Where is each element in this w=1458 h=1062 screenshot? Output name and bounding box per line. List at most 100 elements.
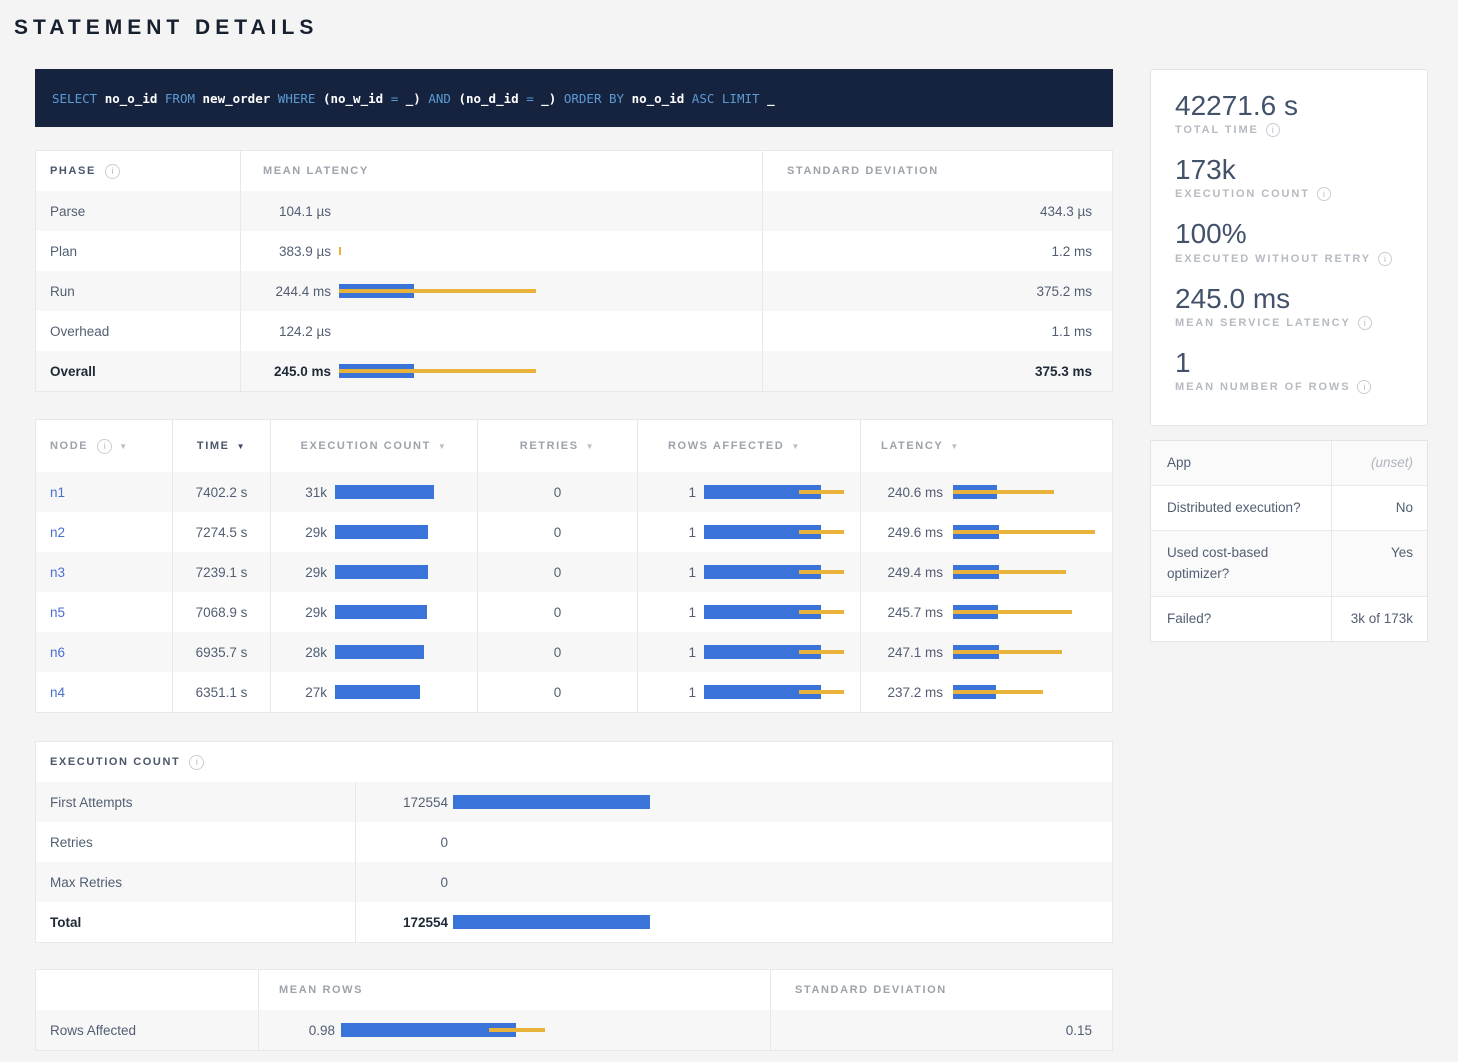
value-text: 27k xyxy=(305,684,327,700)
node-table-body: n1 7402.2 s 31k 0 1 240.6 ms n2 7274.5 s 29k 0 1 24… xyxy=(36,472,1112,712)
latency-bar xyxy=(453,834,1098,850)
latency-bar xyxy=(453,874,1098,890)
value-text: 172554 xyxy=(402,914,448,930)
info-icon[interactable]: i xyxy=(1265,123,1280,138)
node-table-sort-header-execution-count[interactable]: EXECUTION COUNT ▼ xyxy=(270,420,477,472)
rows-affected-value: 1 xyxy=(644,644,860,660)
rows-affected-value: 1 xyxy=(644,484,860,500)
value-text: 1 xyxy=(688,684,696,700)
summary-stat: 1 MEAN NUMBER OF ROWS i xyxy=(1175,347,1403,394)
sort-arrow-icon: ▼ xyxy=(236,441,247,451)
stddev-cell: 1.2 ms xyxy=(762,231,1112,271)
mean-latency-cell: 244.4 ms xyxy=(240,271,762,311)
mean-bar-blue xyxy=(453,795,650,809)
attribute-label: Failed? xyxy=(1167,610,1212,626)
node-table-row: n4 6351.1 s 27k 0 1 237.2 ms xyxy=(36,672,1112,712)
execution-count-value: 29k xyxy=(277,604,477,620)
latency-bar xyxy=(339,323,748,339)
sql-keyword: ASC LIMIT xyxy=(684,90,768,106)
sql-keyword: AND xyxy=(420,90,459,106)
value-text: 244.4 ms xyxy=(275,283,331,299)
sql-keyword: WHERE xyxy=(270,90,323,106)
retries-cell: 0 xyxy=(477,552,637,592)
phase-column-header: PHASE i xyxy=(36,151,240,191)
rows-affected-cell: 1 xyxy=(637,672,860,712)
mean-latency-cell: 124.2 µs xyxy=(240,311,762,351)
node-table-row: n5 7068.9 s 29k 0 1 245.7 ms xyxy=(36,592,1112,632)
phase-label-cell: Run xyxy=(50,283,75,299)
mean-bar-blue xyxy=(335,525,428,539)
stddev-bar-yellow xyxy=(489,1028,545,1032)
latency-bar xyxy=(704,684,860,700)
info-icon[interactable]: i xyxy=(1357,315,1372,330)
latency-value: 237.2 ms xyxy=(869,684,1112,700)
column-header-label: RETRIES xyxy=(519,440,579,452)
info-icon[interactable]: i xyxy=(1357,379,1372,394)
value-text: 237.2 ms xyxy=(887,684,943,700)
node-link[interactable]: n2 xyxy=(50,524,66,540)
node-table-row: n1 7402.2 s 31k 0 1 240.6 ms xyxy=(36,472,1112,512)
mean-bar-blue xyxy=(335,485,434,499)
node-table-header: NODE i ▼ TIME ▼ EXECUTION COUNT ▼ RETRIES ▼ ROWS … xyxy=(36,420,1112,472)
column-header-label: NODE xyxy=(50,440,89,452)
mean-latency-value: 104.1 µs xyxy=(251,203,748,219)
rows-affected-value: 1 xyxy=(644,604,860,620)
node-table-sort-header-rows-affected[interactable]: ROWS AFFECTED ▼ xyxy=(637,420,860,472)
execution-count-value: 31k xyxy=(277,484,477,500)
stddev-cell: 375.3 ms xyxy=(762,351,1112,391)
node-link[interactable]: n4 xyxy=(50,684,66,700)
node-link[interactable]: n5 xyxy=(50,604,66,620)
value-text: 240.6 ms xyxy=(887,484,943,500)
value-text: 245.0 ms xyxy=(273,363,331,379)
stddev-bar-yellow xyxy=(953,610,1072,614)
summary-stat: 100% EXECUTED WITHOUT RETRY i xyxy=(1175,218,1403,266)
node-table-sort-header-node[interactable]: NODE i ▼ xyxy=(36,420,172,472)
execution-count-table-body: First Attempts 172554 Retries 0 Max Retries 0… xyxy=(36,782,1112,942)
mean-latency-column-header: MEAN LATENCY xyxy=(240,151,762,191)
stat-label: EXECUTION COUNT i xyxy=(1175,187,1403,202)
summary-stats-card: 42271.6 s TOTAL TIME i 173k EXECUTION COUNT i… xyxy=(1150,69,1428,426)
info-icon[interactable]: i xyxy=(97,438,113,454)
value-text: 28k xyxy=(305,644,327,660)
node-table-sort-header-retries[interactable]: RETRIES ▼ xyxy=(477,420,637,472)
mean-latency-cell: 245.0 ms xyxy=(240,351,762,391)
value-text: 249.4 ms xyxy=(887,564,943,580)
execution-label-cell: Total xyxy=(50,914,82,930)
node-table-sort-header-latency[interactable]: LATENCY ▼ xyxy=(860,420,1112,472)
execution-count-cell: 27k xyxy=(270,672,477,712)
node-table-row: n6 6935.7 s 28k 0 1 247.1 ms xyxy=(36,632,1112,672)
node-table-sort-header-time[interactable]: TIME ▼ xyxy=(172,420,270,472)
latency-bar xyxy=(704,524,860,540)
column-header-label: TIME xyxy=(196,440,230,452)
info-icon[interactable]: i xyxy=(1378,251,1393,266)
latency-value: 240.6 ms xyxy=(869,484,1112,500)
latency-bar xyxy=(335,604,477,620)
mean-bar-blue xyxy=(704,525,821,539)
execution-count-cell: 29k xyxy=(270,552,477,592)
info-icon[interactable]: i xyxy=(1316,187,1331,202)
stat-value: 42271.6 s xyxy=(1175,90,1298,121)
execution-value-cell: 0 xyxy=(355,862,1112,902)
rows-affected-table-body: Rows Affected 0.98 0.15 xyxy=(36,1010,1112,1050)
side-column: 42271.6 s TOTAL TIME i 173k EXECUTION COUNT i… xyxy=(1150,69,1428,1051)
node-link[interactable]: n6 xyxy=(50,644,66,660)
latency-cell: 249.6 ms xyxy=(860,512,1112,552)
execution-label-cell: Retries xyxy=(50,834,93,850)
stddev-bar-yellow xyxy=(799,690,844,694)
node-link[interactable]: n1 xyxy=(50,484,66,500)
phase-label-cell: Overall xyxy=(50,363,96,379)
standard-deviation-column-header: STANDARD DEVIATION xyxy=(770,970,1112,1010)
value-text: 1 xyxy=(688,484,696,500)
mean-latency-value: 245.0 ms xyxy=(251,363,748,379)
info-icon[interactable]: i xyxy=(104,163,120,179)
latency-bar xyxy=(953,484,1112,500)
execution-count-cell: 29k xyxy=(270,512,477,552)
stat-label-text: MEAN SERVICE LATENCY xyxy=(1175,316,1351,329)
node-link[interactable]: n3 xyxy=(50,564,66,580)
sort-arrow-icon: ▼ xyxy=(119,441,129,451)
sql-keyword: SELECT xyxy=(52,90,105,106)
stat-label-text: MEAN NUMBER OF ROWS xyxy=(1175,380,1351,393)
time-cell: 7239.1 s xyxy=(172,552,270,592)
info-icon[interactable]: i xyxy=(189,754,205,770)
